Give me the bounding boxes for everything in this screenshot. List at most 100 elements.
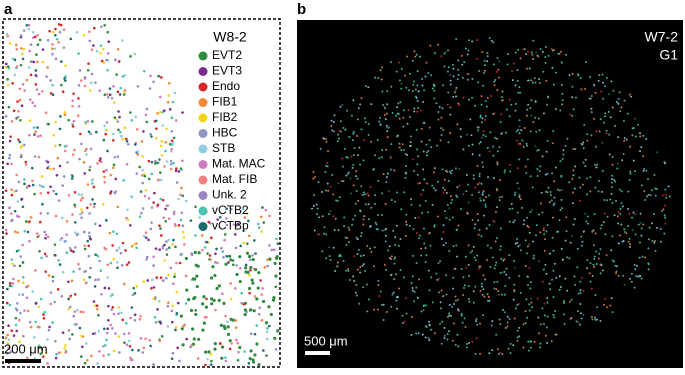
cell <box>586 139 589 142</box>
cell <box>175 261 178 265</box>
cell <box>121 318 125 322</box>
cell <box>167 273 170 277</box>
cell <box>374 221 377 224</box>
cell <box>114 58 117 62</box>
cell <box>546 341 549 344</box>
cell <box>639 212 642 215</box>
cell <box>495 288 498 291</box>
cell <box>440 342 443 345</box>
cell <box>496 150 499 153</box>
cell <box>450 314 453 317</box>
cell <box>405 220 408 223</box>
cell <box>444 50 447 53</box>
cell <box>484 118 487 121</box>
cell <box>654 249 657 252</box>
cell <box>623 283 626 286</box>
cell <box>37 234 41 238</box>
cell <box>480 282 483 285</box>
cell <box>452 276 455 279</box>
cell <box>570 317 573 320</box>
cell <box>437 180 440 183</box>
cell <box>545 150 548 153</box>
cell <box>51 93 55 97</box>
cell <box>389 257 392 260</box>
cell <box>155 127 158 130</box>
cell <box>499 351 502 354</box>
cell <box>574 96 577 99</box>
legend-swatch <box>198 222 208 231</box>
cell <box>15 189 18 193</box>
cell <box>431 203 434 206</box>
cell <box>616 167 619 170</box>
cell <box>450 169 453 172</box>
cell <box>541 211 544 214</box>
cell <box>563 323 566 326</box>
cell <box>472 177 475 180</box>
cell <box>16 200 20 203</box>
cell <box>448 218 451 221</box>
cell <box>10 258 14 261</box>
cell <box>482 214 485 217</box>
cell <box>428 339 431 342</box>
cell <box>467 183 470 186</box>
cell <box>393 169 396 172</box>
cell <box>248 273 251 277</box>
cell <box>28 133 31 137</box>
cell <box>123 341 126 345</box>
cell <box>452 67 455 70</box>
cell <box>477 183 480 186</box>
cell <box>631 216 634 219</box>
cell <box>142 69 146 73</box>
cell <box>609 198 612 201</box>
cell <box>234 326 238 329</box>
cell <box>455 37 458 40</box>
cell <box>517 91 520 94</box>
cell <box>103 93 107 97</box>
cell <box>106 52 110 55</box>
cell <box>91 332 95 336</box>
cell <box>46 66 49 69</box>
cell <box>630 272 633 275</box>
cell <box>84 342 88 345</box>
cell <box>526 284 529 287</box>
cell <box>113 116 117 119</box>
cell <box>508 207 511 210</box>
cell <box>82 310 85 314</box>
cell <box>465 190 468 193</box>
cell <box>26 230 30 234</box>
cell <box>54 144 57 148</box>
cell <box>528 243 531 246</box>
cell <box>25 23 29 27</box>
cell <box>357 268 360 271</box>
cell <box>52 167 55 171</box>
cell <box>462 193 465 196</box>
cell <box>31 31 35 34</box>
cell <box>480 103 483 106</box>
cell <box>170 143 174 146</box>
cell <box>118 115 121 119</box>
cell <box>514 51 517 54</box>
cell <box>101 203 105 206</box>
cell <box>203 246 207 249</box>
cell <box>605 129 608 132</box>
cell <box>476 38 479 41</box>
cell <box>622 240 625 243</box>
cell <box>503 171 506 174</box>
cell <box>454 299 457 302</box>
legend-label: FIB1 <box>212 95 238 109</box>
cell <box>86 239 90 243</box>
cell <box>83 77 87 80</box>
cell <box>367 218 370 221</box>
cell <box>329 210 332 213</box>
cell <box>163 109 166 112</box>
cell <box>640 227 643 230</box>
cell <box>451 339 454 342</box>
cell <box>546 224 549 227</box>
cell <box>274 285 278 289</box>
cell <box>114 177 118 181</box>
cell <box>395 224 398 227</box>
cell <box>54 339 57 343</box>
cell <box>518 335 521 338</box>
cell <box>10 193 14 197</box>
cell <box>406 122 409 125</box>
